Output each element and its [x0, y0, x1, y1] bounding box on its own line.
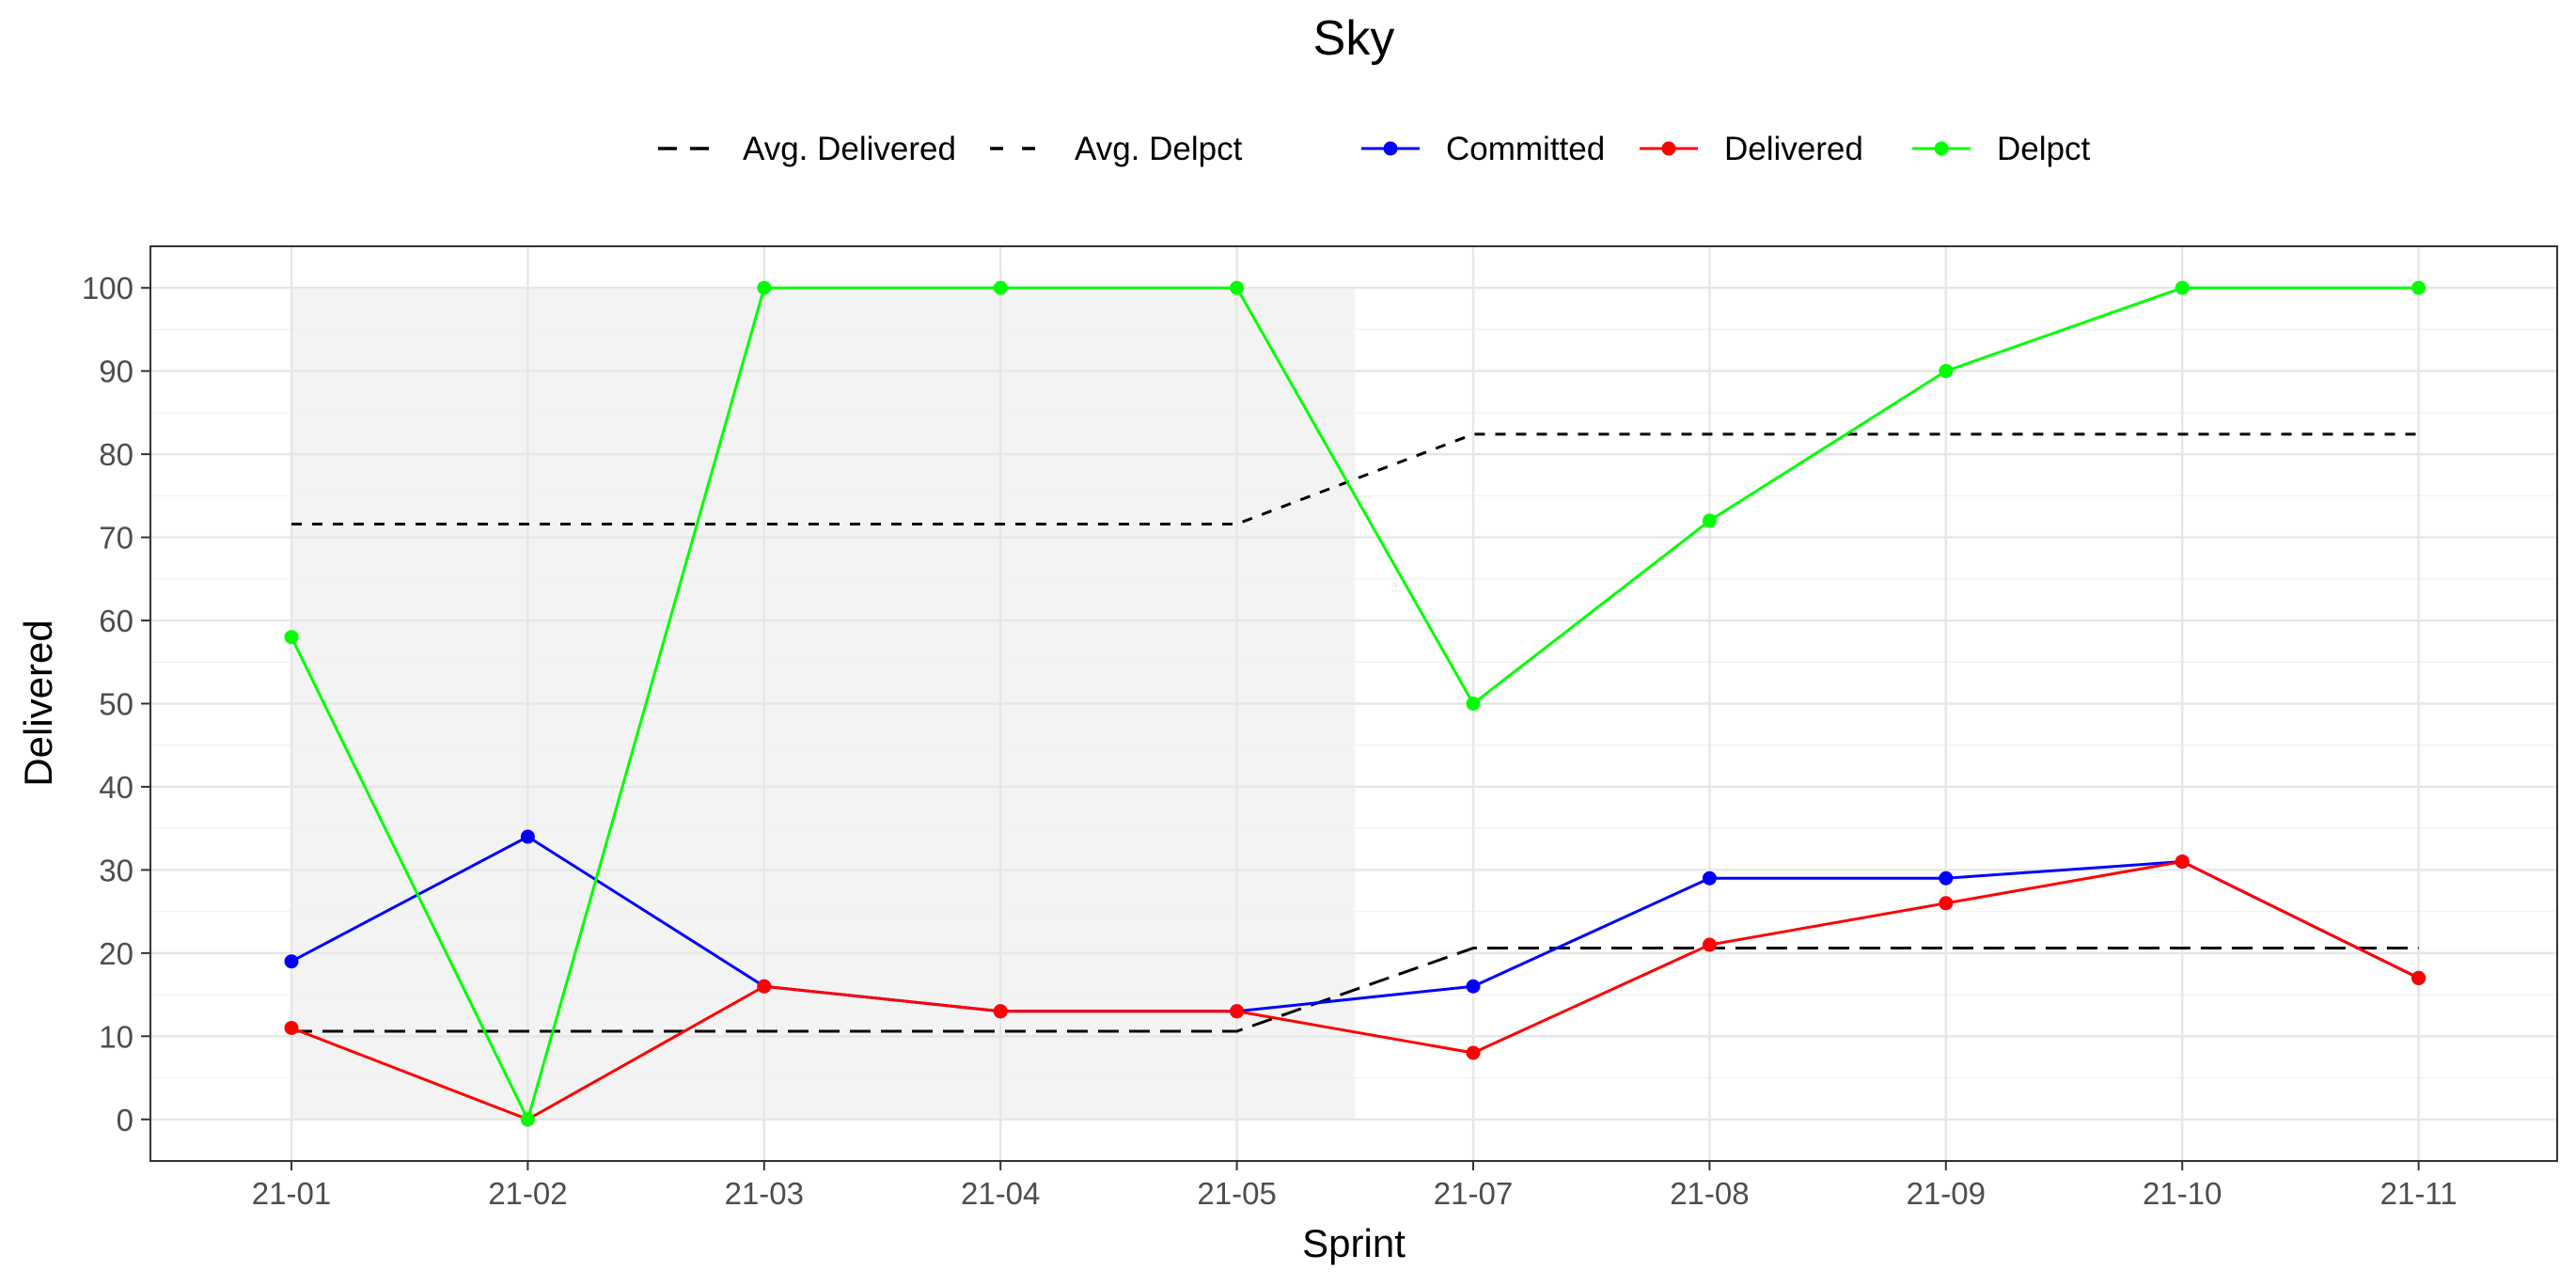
data-point — [1939, 870, 1954, 886]
y-tick-label: 0 — [117, 1103, 134, 1137]
data-point — [284, 954, 299, 969]
legend: Avg. Delivered Avg. Delpct Committed Delive… — [658, 131, 2090, 167]
x-tick-label: 21-02 — [488, 1176, 567, 1211]
legend-item: Delpct — [1912, 131, 2090, 167]
legend-item: Avg. Delpct — [990, 131, 1243, 167]
data-point — [2175, 855, 2190, 870]
series-line — [291, 860, 2420, 1121]
legend-label: Avg. Delpct — [1075, 131, 1243, 167]
y-axis-title: Delivered — [16, 619, 60, 786]
x-tick-label: 21-10 — [2143, 1176, 2222, 1211]
data-point — [284, 1020, 299, 1035]
data-point — [1466, 697, 1481, 711]
legend-item: Avg. Delivered — [658, 131, 956, 167]
legend-label: Delpct — [1997, 131, 2090, 167]
x-tick-label: 21-05 — [1197, 1176, 1276, 1211]
y-tick-label: 60 — [99, 604, 134, 638]
data-point — [1702, 937, 1717, 952]
data-point — [757, 979, 772, 994]
x-tick-label: 21-04 — [961, 1176, 1040, 1211]
data-point — [993, 1004, 1008, 1019]
data-point — [520, 829, 535, 844]
x-tick-label: 21-09 — [1907, 1176, 1986, 1211]
y-tick-label: 80 — [99, 437, 134, 472]
y-tick-label: 30 — [99, 853, 134, 887]
data-point — [757, 280, 772, 295]
legend-item: Committed — [1361, 131, 1605, 167]
y-tick-label: 10 — [99, 1019, 134, 1054]
legend-label: Committed — [1446, 131, 1605, 167]
y-tick-label: 100 — [82, 271, 134, 306]
legend-label: Delivered — [1724, 131, 1863, 167]
legend-marker — [1383, 141, 1398, 156]
reference-line — [291, 947, 2419, 1033]
data-point — [1702, 513, 1717, 528]
data-point — [520, 1112, 535, 1127]
legend-item: Delivered — [1640, 131, 1863, 167]
series-lines — [290, 286, 2420, 1123]
data-point — [1939, 364, 1954, 379]
y-tick-label: 40 — [99, 770, 134, 805]
x-tick-label: 21-11 — [2380, 1176, 2458, 1211]
y-tick-label: 20 — [99, 936, 134, 971]
x-axis: 21-01 21-02 21-03 21-04 21-05 21-07 21-08 21-09… — [252, 1161, 2458, 1211]
data-point — [1230, 1004, 1245, 1019]
data-point — [284, 630, 299, 645]
legend-marker — [1934, 141, 1949, 156]
series-line — [291, 835, 2420, 1013]
x-tick-label: 21-03 — [725, 1176, 804, 1211]
y-axis: 0 10 20 30 40 50 60 70 80 90 100 — [82, 271, 150, 1137]
data-point — [2175, 280, 2190, 295]
data-point — [1939, 896, 1954, 911]
data-point — [1230, 280, 1245, 295]
data-point — [2411, 970, 2427, 985]
data-point — [1466, 979, 1481, 994]
data-point — [993, 280, 1008, 295]
series-line — [290, 286, 2419, 1123]
chart-title: Sky — [1313, 11, 1395, 66]
y-tick-label: 70 — [99, 521, 134, 556]
y-tick-label: 90 — [99, 354, 134, 389]
legend-marker — [1661, 141, 1676, 156]
x-axis-title: Sprint — [1302, 1221, 1406, 1265]
y-tick-label: 50 — [99, 687, 134, 722]
x-tick-label: 21-01 — [252, 1176, 331, 1211]
reference-line — [291, 432, 2419, 525]
data-point — [2411, 280, 2427, 295]
series-points — [284, 280, 2427, 1127]
x-tick-label: 21-08 — [1670, 1176, 1749, 1211]
data-point — [1702, 870, 1717, 886]
legend-label: Avg. Delivered — [743, 131, 956, 167]
x-tick-label: 21-07 — [1434, 1176, 1513, 1211]
data-point — [1466, 1045, 1481, 1060]
